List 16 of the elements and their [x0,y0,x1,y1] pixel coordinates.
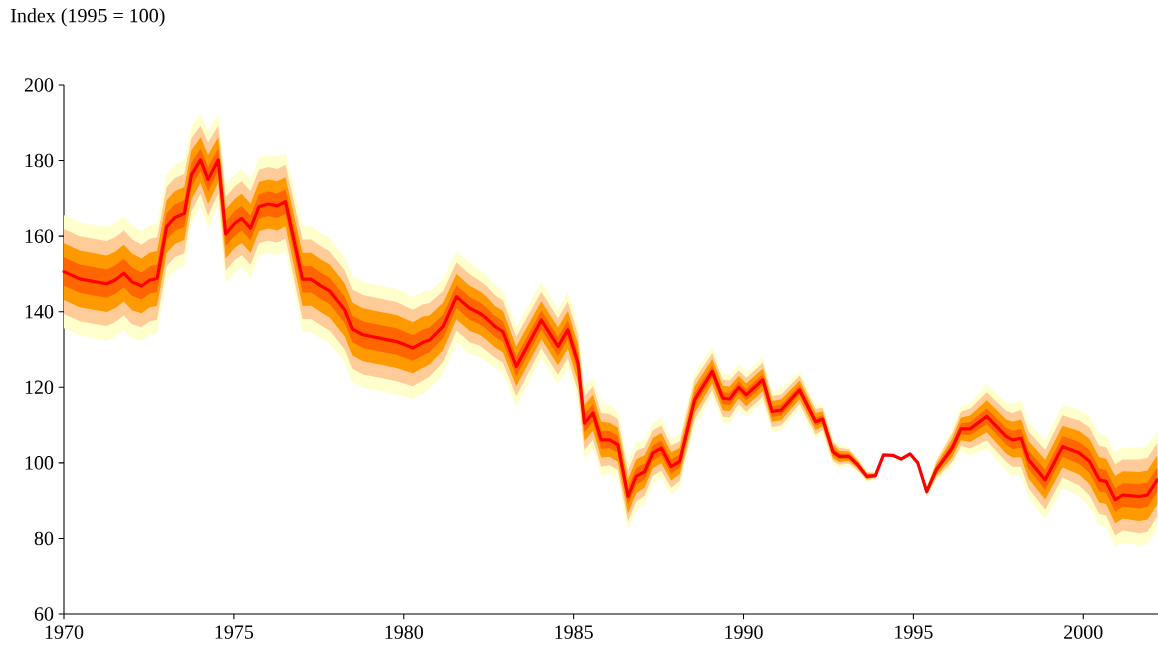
x-tick-label: 1995 [895,625,933,639]
x-tick-label: 1975 [215,625,254,639]
y-tick-label: 140 [25,304,54,319]
x-tick-label: 1990 [725,625,763,639]
y-axis-title: Index (1995 = 100) [11,8,165,27]
x-tick-label: 1985 [555,625,593,639]
y-tick-label: 160 [25,229,54,243]
y-tick-label: 80 [34,531,54,546]
x-tick-label: 1970 [45,625,84,639]
y-tick-label: 60 [34,607,54,621]
y-tick-label: 120 [25,380,54,395]
y-tick-label: 200 [24,78,54,92]
x-tick-label: 2000 [1064,625,1103,639]
x-tick-label: 1980 [385,625,423,639]
y-tick-label: 180 [25,153,54,168]
y-tick-label: 100 [25,456,54,470]
